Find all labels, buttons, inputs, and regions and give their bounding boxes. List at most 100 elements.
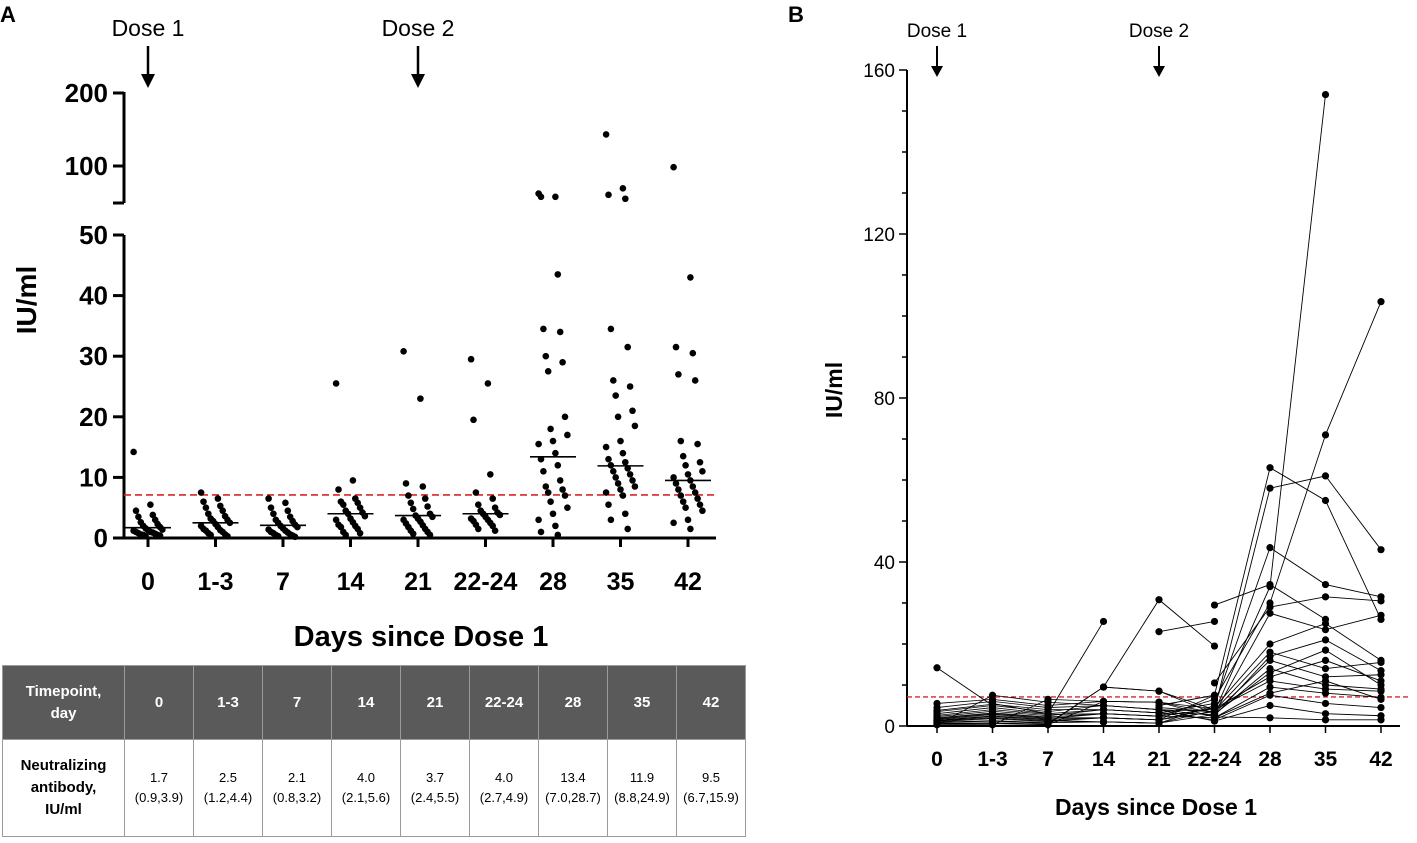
participant-point-b <box>1377 658 1385 667</box>
participant-line-b <box>1214 612 1382 714</box>
participant-point-b <box>933 664 941 672</box>
participant-point-b <box>1266 603 1274 611</box>
data-point-a <box>612 392 619 399</box>
median-value: 11.9 <box>629 770 655 785</box>
participant-line-b <box>1158 621 1215 633</box>
median-value: 3.7 <box>425 770 445 785</box>
participant-point-b <box>1266 640 1274 648</box>
participant-line-b <box>1214 475 1382 710</box>
cohort-line-b <box>936 698 1215 719</box>
x-tick-label-a: 28 <box>539 568 567 596</box>
participant-point-b <box>1266 464 1274 472</box>
cohort-line-b <box>936 713 1215 720</box>
ci-value: (0.8,3.2) <box>272 790 322 805</box>
timepoint-cell: 21 <box>400 665 470 740</box>
data-point-a <box>407 499 415 507</box>
data-point-a <box>291 533 299 541</box>
data-point-a <box>335 486 342 493</box>
participant-point-b <box>1155 628 1163 636</box>
timepoint-cell: 35 <box>607 665 677 740</box>
participant-line-b <box>1214 680 1382 710</box>
participant-point-b <box>1377 695 1385 703</box>
data-point-a <box>617 486 624 493</box>
data-point-a <box>694 495 701 502</box>
data-point-a <box>602 443 610 451</box>
participant-point-b <box>1321 677 1330 685</box>
data-point-a <box>619 492 627 499</box>
data-point-a <box>691 489 699 496</box>
participant-point-b <box>1266 683 1274 691</box>
participant-point-b <box>1266 583 1274 591</box>
participant-point-b <box>1321 619 1330 628</box>
data-point-a <box>554 531 562 539</box>
panel-label-a: A <box>0 2 16 27</box>
cohort-line-b <box>936 700 1215 717</box>
y-tick-label-upper-a: 200 <box>65 78 108 108</box>
data-point-a <box>426 531 434 539</box>
participant-line-b <box>1103 599 1215 688</box>
data-point-a <box>612 474 619 481</box>
cohort-point-b <box>1210 699 1219 708</box>
x-tick-label-a: 42 <box>674 568 702 596</box>
participant-point-b <box>1321 665 1330 673</box>
cohort-point-b <box>988 700 997 708</box>
data-point-a <box>332 380 340 387</box>
participant-point-b <box>1321 699 1330 708</box>
y-tick-label-b: 120 <box>863 225 895 246</box>
median-value: 9.5 <box>701 770 721 785</box>
x-tick-label-b: 14 <box>1092 748 1116 771</box>
data-point-a <box>629 477 636 484</box>
data-point-a <box>487 471 494 478</box>
data-point-a <box>202 504 210 512</box>
data-point-a <box>544 489 552 496</box>
ci-value: (8.8,24.9) <box>614 790 670 805</box>
participant-point-b <box>1321 710 1330 718</box>
cohort-point-b <box>1155 719 1163 727</box>
median-value: 1.7 <box>149 770 169 785</box>
data-point-a <box>559 486 566 493</box>
y-tick-label-b: 80 <box>874 389 895 410</box>
data-point-a <box>429 513 436 521</box>
dose2-arrow-a <box>411 46 425 88</box>
cohort-line-b <box>936 705 1215 713</box>
data-point-a <box>265 495 272 502</box>
x-axis-label-a: Days since Dose 1 <box>294 621 549 653</box>
data-point-a <box>687 525 694 533</box>
antibody-cell: 1.7 (0.9,3.9) <box>124 739 194 837</box>
data-point-a <box>409 530 417 538</box>
x-tick-label-a: 7 <box>276 568 290 596</box>
data-point-a <box>559 358 566 366</box>
cohort-line-b <box>936 707 1215 721</box>
data-point-a <box>349 477 357 484</box>
x-tick-label-a: 22-24 <box>454 568 518 596</box>
x-tick-label-a: 1-3 <box>197 568 233 596</box>
antibody-header-line: IU/ml <box>45 801 82 818</box>
antibody-cell: 3.7 (2.4,5.5) <box>400 739 470 837</box>
data-point-a <box>475 501 482 508</box>
data-point-a <box>130 448 137 456</box>
data-point-a <box>274 532 282 540</box>
participant-point-b <box>1321 626 1330 634</box>
data-point-a <box>624 525 631 533</box>
y-tick-label-b: 0 <box>884 717 895 738</box>
participant-point-b <box>1321 646 1330 654</box>
participant-point-b <box>1321 593 1330 601</box>
participant-point-b <box>1210 617 1219 626</box>
cohort-point-b <box>1044 706 1052 714</box>
x-tick-label-b: 1-3 <box>977 748 1007 771</box>
data-point-a <box>561 413 569 421</box>
dose2-label-a: Dose 2 <box>382 15 455 41</box>
cohort-line-b <box>936 707 1215 721</box>
participant-line-b <box>1214 596 1382 684</box>
data-point-a <box>409 505 417 513</box>
antibody-cell: 4.0 (2.1,5.6) <box>331 739 401 837</box>
data-point-a <box>132 507 140 515</box>
data-point-a <box>619 185 627 192</box>
participant-line-b <box>1214 301 1382 700</box>
participant-point-b <box>1321 580 1330 589</box>
participant-point-b <box>1321 636 1330 644</box>
timepoint-header: Timepoint, day <box>2 665 125 740</box>
participant-point-b <box>1266 609 1274 617</box>
cohort-line-b <box>936 700 1215 726</box>
data-point-a <box>552 522 559 530</box>
